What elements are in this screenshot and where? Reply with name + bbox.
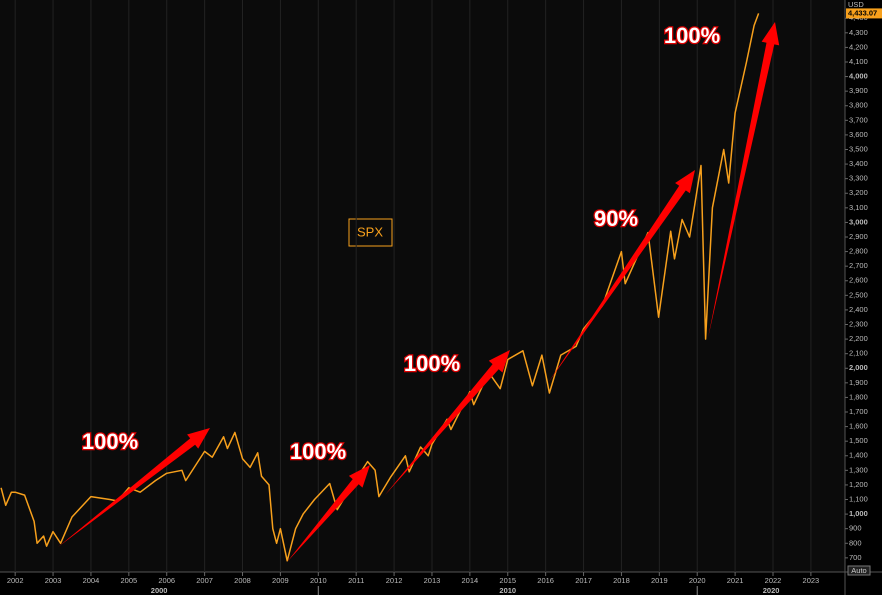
y-tick-label: 1,300: [849, 465, 868, 474]
series-label: SPX: [357, 224, 383, 239]
arrow: [58, 428, 210, 547]
x-tick-label: 2005: [120, 576, 137, 585]
last-price-box: [846, 8, 882, 19]
y-tick-label: 3,200: [849, 188, 868, 197]
x-tick-label: 2002: [7, 576, 24, 585]
plot-area: [0, 0, 845, 572]
y-tick-label: 2,900: [849, 232, 868, 241]
y-tick-label: 2,400: [849, 305, 868, 314]
y-tick-label: 1,200: [849, 480, 868, 489]
y-tick-label: 1,100: [849, 494, 868, 503]
arrow: [385, 350, 510, 495]
y-tick-label: 3,500: [849, 144, 868, 153]
y-tick-label: 2,800: [849, 247, 868, 256]
y-tick-label: 1,000: [849, 509, 868, 518]
y-tick-label: 4,100: [849, 57, 868, 66]
x-tick-label: 2009: [272, 576, 289, 585]
annotation: 100%: [664, 23, 720, 48]
y-tick-label: 2,700: [849, 261, 868, 270]
annotation: 100%: [82, 429, 138, 454]
decade-label: 2010: [499, 586, 516, 595]
x-tick-label: 2017: [575, 576, 592, 585]
x-tick-label: 2014: [462, 576, 479, 585]
x-tick-label: 2003: [45, 576, 62, 585]
arrow: [548, 170, 695, 383]
auto-button[interactable]: [847, 565, 871, 576]
x-tick-label: 2008: [234, 576, 251, 585]
y-tick-label: 2,200: [849, 334, 868, 343]
y-tick-label: 3,100: [849, 203, 868, 212]
annotation: 100%: [404, 351, 460, 376]
annotation: 90%: [594, 206, 638, 231]
auto-label[interactable]: Auto: [851, 566, 866, 575]
y-tick-label: 1,900: [849, 378, 868, 387]
arrow: [708, 22, 780, 338]
x-tick-label: 2006: [158, 576, 175, 585]
y-tick-label: 3,900: [849, 86, 868, 95]
y-tick-label: 3,300: [849, 174, 868, 183]
y-tick-label: 1,500: [849, 436, 868, 445]
y-tick-label: 3,600: [849, 130, 868, 139]
x-tick-label: 2021: [727, 576, 744, 585]
y-tick-label: 3,000: [849, 217, 868, 226]
decade-label: 2000: [151, 586, 168, 595]
currency-label: USD: [848, 0, 864, 9]
decade-label: 2020: [763, 586, 780, 595]
y-tick-label: 2,500: [849, 290, 868, 299]
y-tick-label: 3,800: [849, 101, 868, 110]
y-tick-label: 3,700: [849, 115, 868, 124]
series-label-box: [348, 218, 393, 247]
y-tick-label: 1,400: [849, 451, 868, 460]
x-tick-label: 2019: [651, 576, 668, 585]
x-tick-label: 2020: [689, 576, 706, 585]
y-tick-label: 1,600: [849, 422, 868, 431]
annotation: 100%: [290, 439, 346, 464]
x-tick-label: 2015: [499, 576, 516, 585]
y-tick-label: 700: [849, 553, 862, 562]
x-tick-label: 2007: [196, 576, 213, 585]
arrow: [287, 465, 370, 562]
x-tick-label: 2004: [83, 576, 100, 585]
y-tick-label: 2,100: [849, 349, 868, 358]
x-tick-label: 2013: [424, 576, 441, 585]
x-tick-label: 2018: [613, 576, 630, 585]
y-tick-label: 4,200: [849, 42, 868, 51]
y-tick-label: 800: [849, 538, 862, 547]
y-tick-label: 4,000: [849, 72, 868, 81]
x-tick-label: 2012: [386, 576, 403, 585]
y-tick-label: 1,700: [849, 407, 868, 416]
x-tick-label: 2011: [348, 576, 364, 585]
y-tick-label: 4,300: [849, 28, 868, 37]
x-tick-label: 2016: [537, 576, 554, 585]
y-tick-label: 3,400: [849, 159, 868, 168]
x-tick-label: 2023: [803, 576, 820, 585]
y-tick-label: 1,800: [849, 392, 868, 401]
x-tick-label: 2022: [765, 576, 782, 585]
y-tick-label: 2,300: [849, 319, 868, 328]
x-tick-label: 2010: [310, 576, 327, 585]
y-tick-label: 2,000: [849, 363, 868, 372]
y-tick-label: 900: [849, 524, 862, 533]
y-tick-label: 2,600: [849, 276, 868, 285]
last-price-label: 4,433.07: [848, 8, 877, 17]
